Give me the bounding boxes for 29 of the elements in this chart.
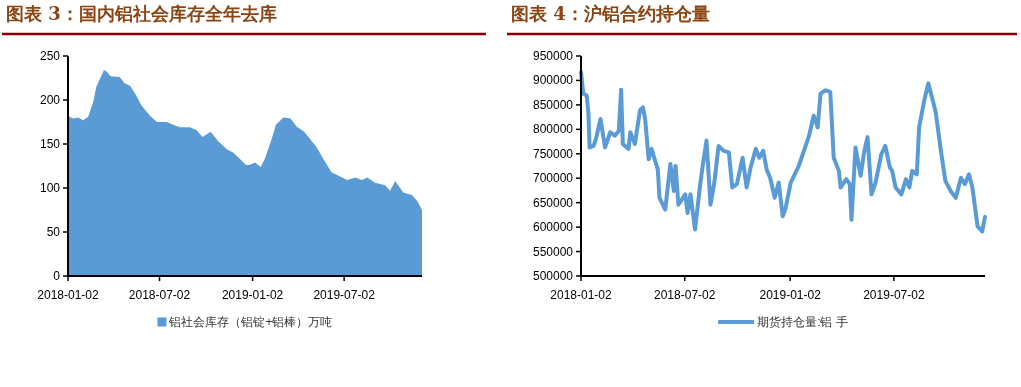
- y-tick-label: 650000: [532, 195, 574, 210]
- chart-title: 图表 3：国内铝社会库存全年去库: [6, 3, 277, 24]
- x-tick-label: 2019-01-02: [759, 288, 822, 302]
- x-tick-label: 2019-01-02: [221, 288, 284, 302]
- y-tick-label: 750000: [532, 146, 574, 161]
- y-tick-label: 550000: [532, 244, 574, 259]
- x-tick-label: 2018-01-02: [550, 288, 613, 302]
- x-tick-label: 2019-07-02: [863, 288, 925, 302]
- y-tick-label: 100: [39, 181, 61, 195]
- chart-title: 图表 4：沪铝合约持仓量: [511, 3, 710, 24]
- y-tick-label: 200: [39, 93, 61, 107]
- x-tick-label: 2019-07-02: [313, 288, 376, 302]
- y-tick-label: 850000: [532, 97, 574, 112]
- y-tick-label: 900000: [532, 73, 574, 88]
- x-tick-label: 2018-07-02: [654, 288, 716, 302]
- y-tick-label: 0: [53, 269, 61, 283]
- x-tick-label: 2018-01-02: [37, 288, 100, 302]
- y-tick-label: 500000: [532, 269, 574, 283]
- y-tick-label: 800000: [532, 122, 574, 137]
- y-tick-label: 600000: [532, 220, 574, 235]
- y-tick-label: 250: [39, 49, 61, 63]
- y-tick-label: 700000: [532, 171, 574, 186]
- legend-label: 铝社会库存（铝锭+铝棒）万吨: [168, 315, 333, 329]
- legend-label: 期货持仓量:铝 手: [757, 315, 848, 329]
- y-tick-label: 150: [39, 137, 61, 151]
- line-series: [579, 70, 987, 234]
- y-tick-label: 50: [46, 225, 61, 239]
- x-tick-label: 2018-07-02: [128, 288, 191, 302]
- y-tick-label: 950000: [532, 49, 574, 63]
